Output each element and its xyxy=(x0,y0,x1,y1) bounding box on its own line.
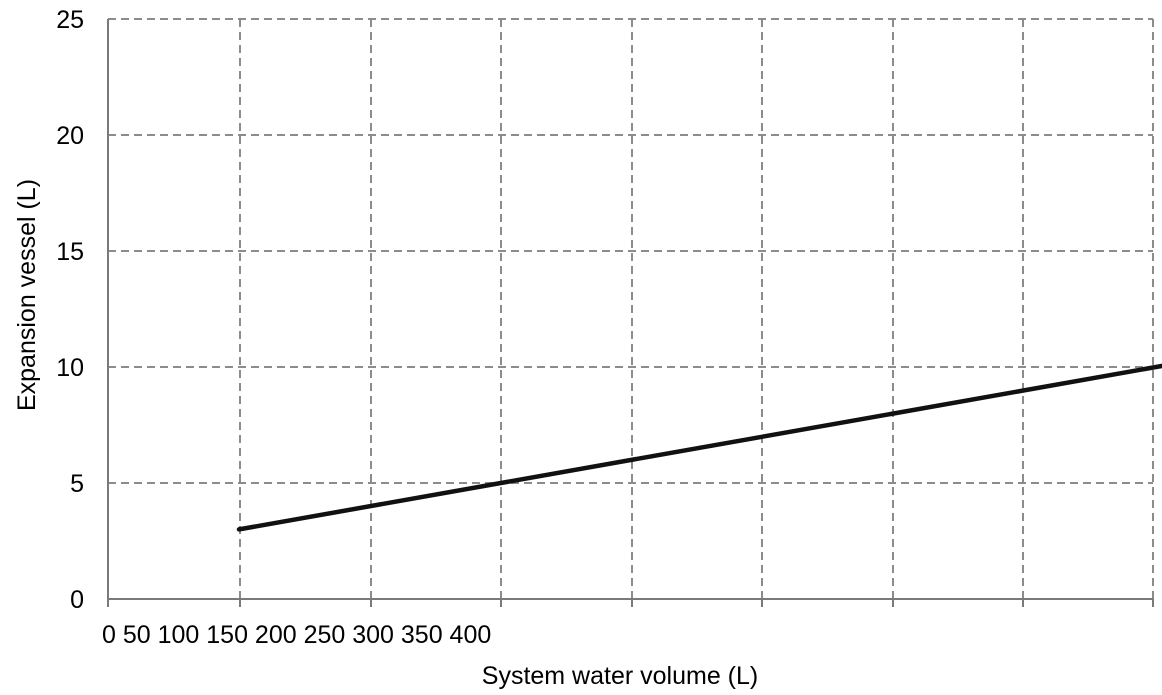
x-ticks xyxy=(107,599,1154,607)
y-tick-label: 15 xyxy=(56,238,84,266)
x-tick-labels: 0 50 100 150 200 250 300 350 400 xyxy=(102,621,491,649)
y-tick-label: 5 xyxy=(70,470,84,498)
y-tick-label: 25 xyxy=(56,6,84,34)
x-axis-title: System water volume (L) xyxy=(482,662,758,690)
y-axis-title: Expansion vessel (L) xyxy=(13,179,41,411)
y-tick-label: 10 xyxy=(56,354,84,382)
series-line xyxy=(236,363,1162,532)
y-tick-labels: 25 20 15 10 5 0 xyxy=(56,6,84,614)
y-tick-label: 0 xyxy=(70,586,84,614)
grid xyxy=(108,18,1154,599)
y-tick-label: 20 xyxy=(56,122,84,150)
